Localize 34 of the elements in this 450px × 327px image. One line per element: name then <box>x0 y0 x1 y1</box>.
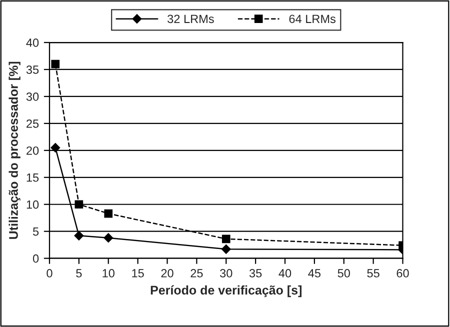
point <box>104 233 113 242</box>
point <box>104 209 113 218</box>
point <box>51 60 60 68</box>
point <box>74 231 84 240</box>
x-tick-label: 60 <box>396 269 409 278</box>
y-tick-label: 10 <box>26 200 39 209</box>
point <box>222 244 231 254</box>
point <box>50 143 60 152</box>
y-tick-label: 35 <box>26 66 39 74</box>
x-tick-label: 5 <box>76 269 82 278</box>
legend-label: 32 LRMs <box>168 14 214 24</box>
y-axis-title: Utilização do processador [%] <box>8 62 20 239</box>
x-tick-label: 40 <box>278 269 292 278</box>
x-tick-label: 20 <box>161 269 174 278</box>
y-tick-label: 0 <box>32 254 39 263</box>
x-tick-label: 55 <box>367 269 380 278</box>
point <box>74 200 84 209</box>
x-tick-label: 35 <box>249 269 262 278</box>
y-tick-label: 40 <box>26 38 39 47</box>
x-tick-label: 50 <box>338 269 350 278</box>
x-tick-label: 25 <box>190 269 203 278</box>
y-tick-label: 5 <box>32 228 39 236</box>
point <box>222 234 230 244</box>
legend-label: 64 LRMs <box>289 14 336 24</box>
x-tick-label: 0 <box>46 269 52 278</box>
x-tick-label: 45 <box>308 269 321 278</box>
y-tick-label: 25 <box>26 119 39 128</box>
y-tick-label: 15 <box>26 174 39 182</box>
x-tick-label: 30 <box>220 269 232 278</box>
y-tick-label: 20 <box>26 146 39 155</box>
x-tick-label: 10 <box>102 269 114 278</box>
x-tick-label: 15 <box>132 269 144 278</box>
y-tick-label: 30 <box>26 92 39 101</box>
x-axis-title: Período de verificação [s] <box>150 285 302 298</box>
